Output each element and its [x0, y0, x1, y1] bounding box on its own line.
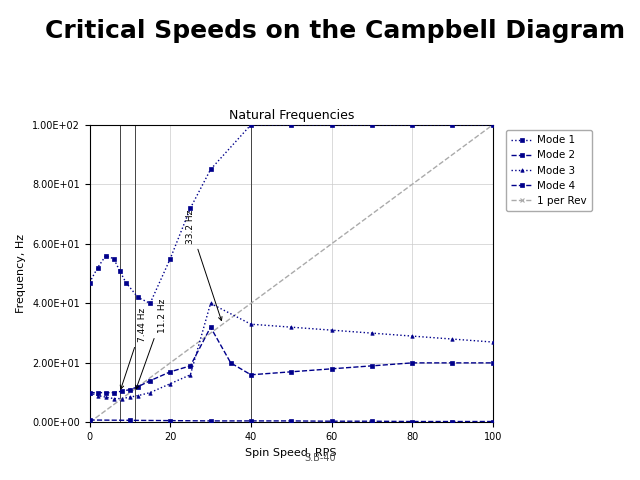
Mode 2	[166, 369, 174, 375]
Mode 2	[207, 324, 214, 330]
Mode 1	[449, 122, 456, 128]
Mode 3	[102, 394, 109, 400]
Mode 4	[126, 418, 134, 423]
Line: Mode 4: Mode 4	[88, 418, 495, 423]
Mode 4	[247, 418, 255, 424]
Mode 1	[86, 280, 93, 286]
Mode 1	[110, 256, 118, 262]
Mode 2	[227, 360, 235, 366]
Mode 1	[166, 256, 174, 262]
Mode 3	[147, 390, 154, 396]
Line: Mode 3: Mode 3	[88, 301, 495, 400]
Mode 2	[86, 390, 93, 396]
X-axis label: Spin Speed, RPS: Spin Speed, RPS	[246, 448, 337, 457]
Mode 1	[122, 280, 130, 286]
Mode 3	[94, 393, 102, 398]
Mode 2	[489, 360, 497, 366]
Mode 2	[287, 369, 295, 375]
Mode 1	[408, 122, 416, 128]
Mode 4	[489, 419, 497, 424]
Mode 2	[368, 363, 376, 369]
Mode 4	[166, 418, 174, 423]
Mode 1	[368, 122, 376, 128]
Mode 3	[126, 394, 134, 400]
Mode 1	[207, 167, 214, 172]
Mode 3	[207, 300, 214, 306]
Mode 4	[368, 419, 376, 424]
Mode 3	[187, 372, 195, 378]
Mode 2	[94, 390, 102, 396]
Mode 4	[328, 419, 335, 424]
Mode 3	[110, 396, 118, 401]
Mode 4	[207, 418, 214, 424]
Mode 3	[134, 393, 142, 398]
Mode 2	[134, 384, 142, 390]
Mode 2	[110, 390, 118, 396]
Text: S.B-40: S.B-40	[304, 454, 336, 463]
Mode 1	[102, 253, 109, 259]
Mode 2	[247, 372, 255, 378]
Mode 4	[408, 419, 416, 424]
Mode 2	[328, 366, 335, 372]
Mode 1	[328, 122, 335, 128]
Mode 1	[147, 300, 154, 306]
Mode 2	[449, 360, 456, 366]
Mode 3	[328, 327, 335, 333]
Mode 2	[147, 378, 154, 384]
Mode 3	[489, 339, 497, 345]
Mode 2	[126, 387, 134, 393]
Mode 4	[287, 418, 295, 424]
Mode 4	[86, 417, 93, 423]
Mode 1	[187, 205, 195, 211]
Title: Natural Frequencies: Natural Frequencies	[228, 109, 354, 122]
Mode 4	[449, 419, 456, 424]
Text: 11.2 Hz: 11.2 Hz	[136, 299, 166, 389]
Mode 3	[86, 390, 93, 396]
Mode 1	[247, 122, 255, 128]
Text: Critical Speeds on the Campbell Diagram: Critical Speeds on the Campbell Diagram	[45, 19, 625, 43]
Mode 2	[408, 360, 416, 366]
Mode 3	[368, 330, 376, 336]
Mode 2	[187, 363, 195, 369]
Mode 3	[408, 333, 416, 339]
Mode 3	[166, 381, 174, 386]
Mode 3	[449, 336, 456, 342]
Mode 1	[116, 268, 124, 274]
Mode 1	[134, 295, 142, 300]
Mode 1	[94, 265, 102, 271]
Mode 2	[102, 390, 109, 396]
Mode 2	[118, 388, 125, 394]
Mode 1	[287, 122, 295, 128]
Mode 3	[247, 321, 255, 327]
Line: Mode 1: Mode 1	[88, 123, 495, 305]
Mode 3	[118, 396, 125, 401]
Y-axis label: Frequency, Hz: Frequency, Hz	[17, 234, 26, 313]
Line: Mode 2: Mode 2	[88, 325, 495, 395]
Text: 7.44 Hz: 7.44 Hz	[120, 308, 147, 389]
Mode 3	[287, 324, 295, 330]
Mode 1	[489, 122, 497, 128]
Text: 33.2 Hz: 33.2 Hz	[186, 209, 222, 321]
Legend: Mode 1, Mode 2, Mode 3, Mode 4, 1 per Rev: Mode 1, Mode 2, Mode 3, Mode 4, 1 per Re…	[506, 130, 592, 211]
